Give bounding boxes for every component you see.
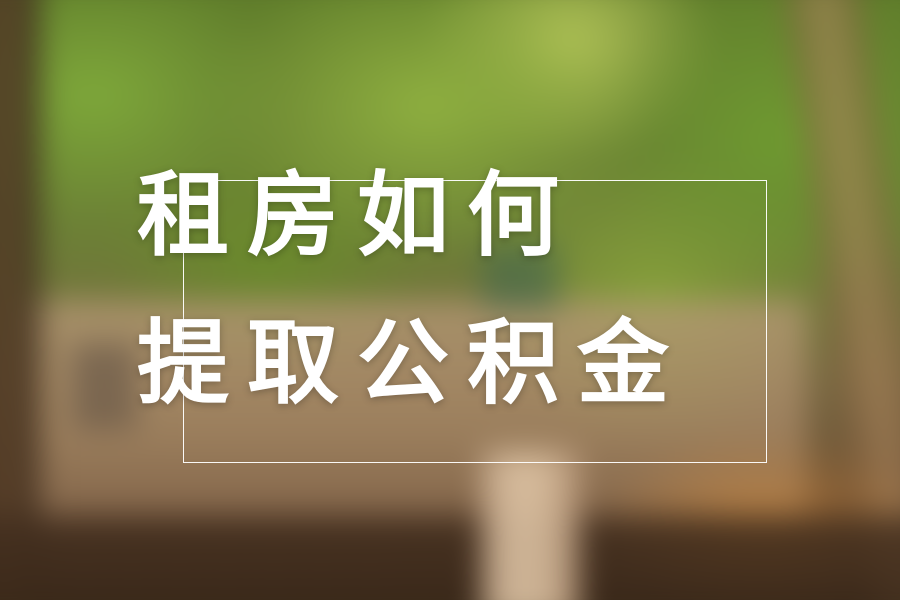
- building-window: [71, 343, 137, 430]
- headline-line-2: 提取公积金: [137, 310, 688, 417]
- tree-trunk-left: [0, 0, 40, 600]
- gate-pillar: [482, 451, 580, 600]
- headline-line-1: 租房如何: [137, 162, 578, 269]
- title-frame: [183, 180, 767, 463]
- building-window: [482, 246, 558, 311]
- iron-fence: [0, 516, 900, 600]
